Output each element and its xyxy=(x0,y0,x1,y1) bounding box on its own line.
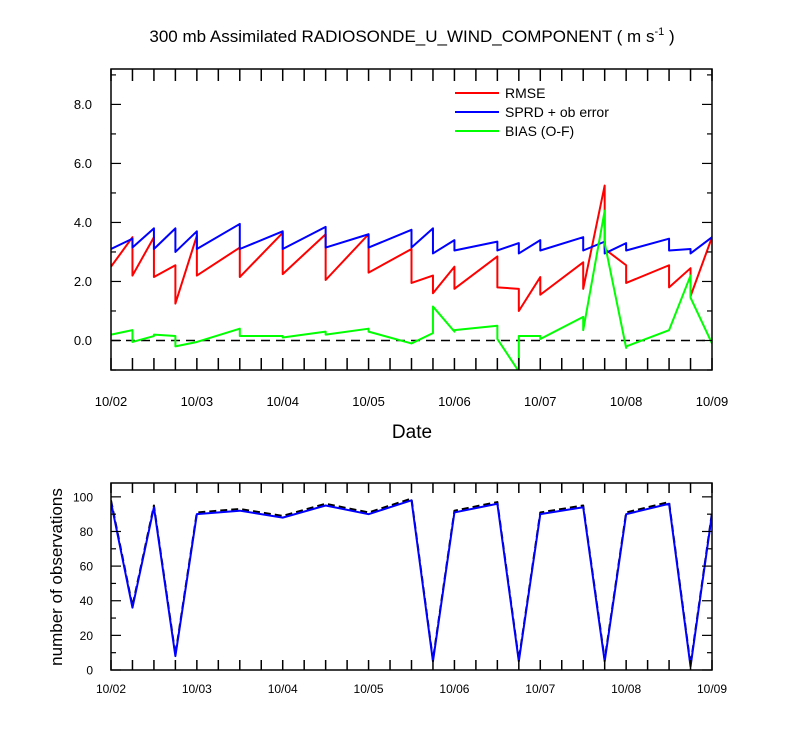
x-tick-label: 10/02 xyxy=(96,682,126,696)
x-tick-label: 10/04 xyxy=(266,394,299,409)
y-tick-label: 0.0 xyxy=(74,333,92,348)
x-tick-label: 10/08 xyxy=(610,394,643,409)
x-tick-label: 10/05 xyxy=(352,394,385,409)
series-line-possible-observations xyxy=(111,497,712,666)
y-tick-label: 40 xyxy=(80,594,94,608)
bottom-y-axis: 0 20 40 60 80 100 xyxy=(73,490,712,678)
y-tick-label: 60 xyxy=(80,560,94,574)
x-tick-label: 10/08 xyxy=(611,682,641,696)
y-tick-label: 20 xyxy=(80,629,94,643)
series-line-bias-o-f xyxy=(111,209,712,370)
top-panel: 10/02 10/03 10/04 10/05 10/06 10/07 10/08 10/09… xyxy=(74,68,729,443)
legend-label: RMSE xyxy=(505,85,545,101)
top-x-axis: 10/02 10/03 10/04 10/05 10/06 10/07 10/08 10/09 xyxy=(95,69,729,409)
y-tick-label: 4.0 xyxy=(74,215,92,230)
y-tick-label: 80 xyxy=(80,525,94,539)
chart-title: 300 mb Assimilated RADIOSONDE_U_WIND_COM… xyxy=(149,26,674,46)
x-tick-label: 10/06 xyxy=(439,682,469,696)
x-tick-label: 10/07 xyxy=(525,682,555,696)
y-tick-label: 100 xyxy=(73,490,93,504)
x-tick-label: 10/06 xyxy=(438,394,471,409)
legend-label: BIAS (O-F) xyxy=(505,123,574,139)
x-tick-label: 10/03 xyxy=(182,682,212,696)
x-tick-label: 10/04 xyxy=(268,682,298,696)
x-tick-label: 10/09 xyxy=(696,394,729,409)
bottom-series-group xyxy=(111,497,712,668)
bottom-y-axis-label: number of observations xyxy=(47,488,66,666)
legend: RMSE SPRD + ob error BIAS (O-F) xyxy=(455,85,609,139)
top-x-axis-label: Date xyxy=(392,422,432,443)
bottom-plot-frame xyxy=(110,482,713,671)
x-tick-label: 10/09 xyxy=(697,682,727,696)
top-y-axis: 0.0 2.0 4.0 6.0 8.0 xyxy=(74,74,712,371)
x-tick-label: 10/02 xyxy=(95,394,128,409)
bottom-x-axis: 10/02 10/03 10/04 10/05 10/06 10/07 10/08 10/09 xyxy=(96,483,727,696)
legend-label: SPRD + ob error xyxy=(505,104,609,120)
y-tick-label: 6.0 xyxy=(74,156,92,171)
x-tick-label: 10/07 xyxy=(524,394,557,409)
bottom-panel: 10/02 10/03 10/04 10/05 10/06 10/07 10/08 10/09… xyxy=(47,482,727,696)
y-tick-label: 0 xyxy=(86,664,93,678)
series-line-rmse xyxy=(111,184,712,312)
x-tick-label: 10/03 xyxy=(181,394,214,409)
y-tick-label: 8.0 xyxy=(74,97,92,112)
y-tick-label: 2.0 xyxy=(74,274,92,289)
series-line-assimilated-observations xyxy=(111,499,712,668)
series-line-sprd-ob-error xyxy=(111,222,712,255)
top-series-group xyxy=(111,184,712,370)
x-tick-label: 10/05 xyxy=(354,682,384,696)
